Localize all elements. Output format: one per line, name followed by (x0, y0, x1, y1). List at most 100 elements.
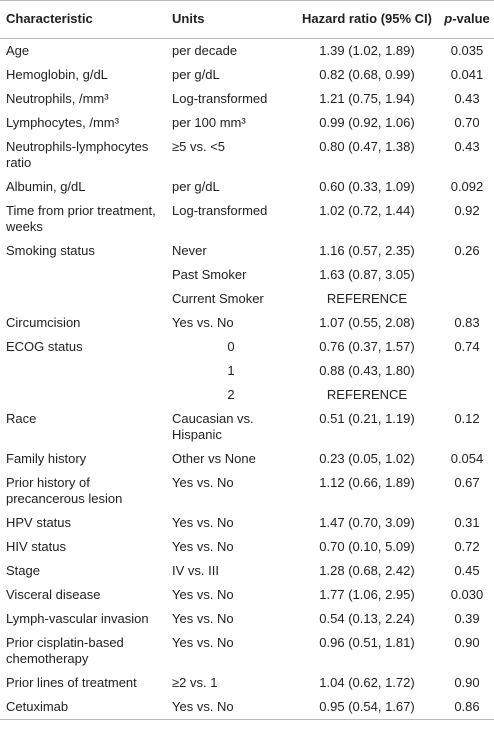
table-cell (0, 359, 168, 383)
table-cell: 1.39 (1.02, 1.89) (319, 43, 415, 58)
table-cell: 1.47 (0.70, 3.09) (319, 515, 415, 530)
table-cell: Yes vs. No (172, 475, 234, 490)
table-cell: Smoking status (6, 243, 95, 258)
table-cell: 0.74 (454, 339, 480, 354)
table-cell: Neutrophils, /mm³ (6, 91, 109, 106)
table-header: Characteristic Units Hazard ratio (95% C… (0, 0, 494, 39)
table-cell: 0.82 (0.68, 0.99) (319, 67, 415, 82)
table-cell: Visceral disease (6, 587, 101, 602)
table-cell: 0.70 (454, 115, 480, 130)
table-cell: Other vs None (172, 451, 256, 466)
table-row: Past Smoker 1.63 (0.87, 3.05) (0, 263, 494, 287)
table-cell (440, 263, 494, 287)
table-cell: ≥5 vs. <5 (172, 139, 226, 154)
table-cell: 1.77 (1.06, 2.95) (319, 587, 415, 602)
table-cell (440, 287, 494, 311)
table-row: Lymphocytes, /mm³ per 100 mm³ 0.99 (0.92, … (0, 111, 494, 135)
table-cell: 0 (227, 339, 235, 354)
table-row: Current Smoker REFERENCE (0, 287, 494, 311)
table-cell: 0.88 (0.43, 1.80) (319, 363, 415, 378)
table-cell: Caucasian vs. Hispanic (172, 411, 254, 442)
table-cell: Yes vs. No (172, 587, 234, 602)
table-cell: 0.92 (454, 203, 480, 218)
table-cell: 0.96 (0.51, 1.81) (319, 635, 415, 650)
table-cell: 1.12 (0.66, 1.89) (319, 475, 415, 490)
table-cell: Age (6, 43, 30, 58)
column-header: p-value (440, 0, 494, 39)
table-body: Age per decade 1.39 (1.02, 1.89) 0.035 Hemog… (0, 39, 494, 720)
hazard-table: Characteristic Units Hazard ratio (95% C… (0, 0, 494, 720)
table-cell: 1.07 (0.55, 2.08) (319, 315, 415, 330)
table-cell: REFERENCE (326, 291, 408, 306)
column-header: Hazard ratio (95% CI) (294, 0, 440, 39)
table-row: Race Caucasian vs. Hispanic 0.51 (0.21, 1.… (0, 407, 494, 447)
table-cell: Cetuximab (0, 695, 168, 720)
table-cell: 0.041 (450, 67, 484, 82)
table-cell: IV vs. III (172, 563, 219, 578)
table-cell: Hemoglobin, g/dL (6, 67, 108, 82)
table-cell: HIV status (6, 539, 66, 554)
table-cell: 1.28 (0.68, 2.42) (319, 563, 415, 578)
table-row: Cetuximab Yes vs. No 0.95 (0.54, 1.67) 0.86 (0, 695, 494, 720)
table-cell: 0.54 (0.13, 2.24) (319, 611, 415, 626)
table-cell: 1.21 (0.75, 1.94) (319, 91, 415, 106)
table-cell: 0.23 (0.05, 1.02) (319, 451, 415, 466)
table-cell: Yes vs. No (172, 611, 234, 626)
table-cell: 0.39 (454, 611, 480, 626)
column-header-text: p-value (444, 11, 490, 26)
header-row: Characteristic Units Hazard ratio (95% C… (0, 0, 494, 39)
table-cell: Lymphocytes, /mm³ (6, 115, 119, 130)
table-cell: HPV status (6, 515, 72, 530)
table-cell: Current Smoker (172, 291, 264, 306)
table-cell: 0.45 (454, 563, 480, 578)
table-cell: Yes vs. No (172, 315, 234, 330)
table-cell: Never (172, 243, 207, 258)
column-header: Characteristic (0, 0, 168, 39)
table-cell: 0.83 (454, 315, 480, 330)
table-row: Lymph-vascular invasion Yes vs. No 0.54 (0… (0, 607, 494, 631)
table-cell: Yes vs. No (172, 539, 234, 554)
table-cell: 0.76 (0.37, 1.57) (319, 339, 415, 354)
table-cell: 0.43 (454, 91, 480, 106)
table-row: Time from prior treatment, weeks Log-tran… (0, 199, 494, 239)
table-cell: 0.70 (0.10, 5.09) (319, 539, 415, 554)
table-cell: 0.86 (440, 695, 494, 720)
table-cell (0, 383, 168, 407)
table-cell: Stage (6, 563, 40, 578)
table-cell (0, 263, 168, 287)
table-cell: Yes vs. No (172, 515, 234, 530)
column-header: Units (168, 0, 294, 39)
table-cell: 2 (227, 387, 235, 402)
table-row: Prior lines of treatment ≥2 vs. 1 1.04 (0.… (0, 671, 494, 695)
table-cell: 0.99 (0.92, 1.06) (319, 115, 415, 130)
table-cell: Log-transformed (172, 203, 268, 218)
table-cell: 0.95 (0.54, 1.67) (294, 695, 440, 720)
table-row: HPV status Yes vs. No 1.47 (0.70, 3.09) 0.3… (0, 511, 494, 535)
table-row: ECOG status 0 0.76 (0.37, 1.57) 0.74 (0, 335, 494, 359)
table-cell: 0.60 (0.33, 1.09) (319, 179, 415, 194)
table-cell: Time from prior treatment, weeks (6, 203, 156, 234)
table-row: Prior cisplatin-based chemotherapy Yes vs… (0, 631, 494, 671)
table-cell: per g/dL (172, 67, 220, 82)
table-row: Albumin, g/dL per g/dL 0.60 (0.33, 1.09) 0.… (0, 175, 494, 199)
table-cell: Prior lines of treatment (6, 675, 137, 690)
table-cell: Neutrophils-lymphocytes ratio (6, 139, 149, 170)
table-cell: 0.72 (454, 539, 480, 554)
table-row: Circumcision Yes vs. No 1.07 (0.55, 2.08) 0… (0, 311, 494, 335)
table-row: Family history Other vs None 0.23 (0.05, 1… (0, 447, 494, 471)
table-cell: Prior cisplatin-based chemotherapy (6, 635, 124, 666)
table-cell: Prior history of precancerous lesion (6, 475, 123, 506)
table-cell: 0.26 (454, 243, 480, 258)
table-row: Neutrophils-lymphocytes ratio ≥5 vs. <5 0.… (0, 135, 494, 175)
table-cell: 0.12 (454, 411, 480, 426)
table-cell: 1.16 (0.57, 2.35) (319, 243, 415, 258)
table-cell: 1.63 (0.87, 3.05) (319, 267, 415, 282)
table-row: 2 REFERENCE (0, 383, 494, 407)
table-cell: per 100 mm³ (172, 115, 246, 130)
table-cell: REFERENCE (326, 387, 408, 402)
table-cell: Log-transformed (172, 91, 268, 106)
table-cell: ECOG status (6, 339, 83, 354)
table-cell: 0.31 (454, 515, 480, 530)
table-cell: per g/dL (172, 179, 220, 194)
table-cell: Lymph-vascular invasion (6, 611, 149, 626)
